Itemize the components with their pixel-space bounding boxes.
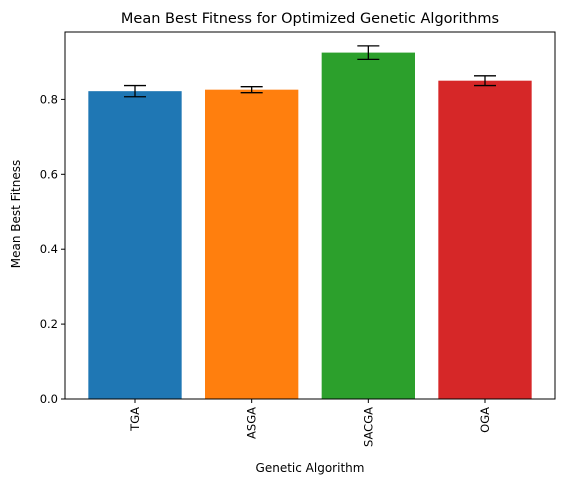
y-tick-label: 0.0 bbox=[40, 392, 58, 406]
error-bar-oga bbox=[474, 75, 496, 87]
y-axis-label: Mean Best Fitness bbox=[9, 160, 23, 268]
chart-title: Mean Best Fitness for Optimized Genetic … bbox=[121, 11, 499, 27]
error-bar-asga bbox=[240, 86, 263, 94]
x-tick-label: SACGA bbox=[361, 407, 375, 447]
x-tick-label: ASGA bbox=[245, 407, 259, 439]
y-tick-label: 0.2 bbox=[40, 317, 58, 331]
bar-sacga bbox=[321, 52, 415, 400]
y-tick-label: 0.8 bbox=[40, 92, 58, 106]
bar-asga bbox=[205, 89, 299, 400]
error-bar-sacga bbox=[357, 45, 380, 60]
plot-area: 0.0 0.2 0.4 0.6 0.8 TGA ASGA SACGA OGA bbox=[40, 31, 556, 447]
x-tick-label: TGA bbox=[128, 407, 142, 432]
bar-tga bbox=[88, 91, 182, 400]
y-tick-label: 0.4 bbox=[40, 242, 58, 256]
x-tick-label: OGA bbox=[478, 407, 492, 433]
x-axis-label: Genetic Algorithm bbox=[256, 461, 365, 475]
error-bar-tga bbox=[124, 84, 146, 98]
bar-oga bbox=[438, 80, 532, 400]
axes-frame bbox=[64, 31, 556, 400]
y-tick-label: 0.6 bbox=[40, 167, 58, 181]
